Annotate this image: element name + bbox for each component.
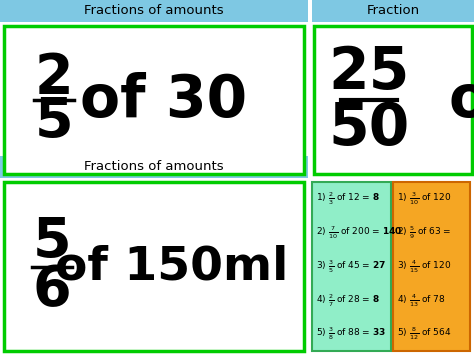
Text: 5: 5 — [33, 215, 71, 269]
Text: of 30: of 30 — [81, 71, 247, 129]
Text: 5) $\frac{8}{12}$ of 564: 5) $\frac{8}{12}$ of 564 — [397, 326, 451, 343]
Text: 3) $\frac{4}{15}$ of 120: 3) $\frac{4}{15}$ of 120 — [397, 258, 451, 275]
Text: 1) $\frac{2}{3}$ of 12 = $\mathbf{8}$: 1) $\frac{2}{3}$ of 12 = $\mathbf{8}$ — [316, 191, 380, 207]
Text: 50: 50 — [328, 99, 410, 157]
Text: 6: 6 — [33, 263, 72, 317]
FancyBboxPatch shape — [312, 182, 391, 351]
Text: 4) $\frac{2}{7}$ of 28 = $\mathbf{8}$: 4) $\frac{2}{7}$ of 28 = $\mathbf{8}$ — [316, 292, 380, 308]
FancyBboxPatch shape — [393, 182, 470, 351]
Text: Fractions of amounts: Fractions of amounts — [84, 160, 224, 174]
Text: 4) $\frac{4}{13}$ of 78: 4) $\frac{4}{13}$ of 78 — [397, 292, 446, 308]
Text: 2) $\frac{5}{9}$ of 63 =: 2) $\frac{5}{9}$ of 63 = — [397, 224, 452, 241]
FancyBboxPatch shape — [0, 156, 308, 178]
FancyBboxPatch shape — [314, 26, 472, 174]
Text: 2) $\frac{7}{10}$ of 200 = $\mathbf{140}$: 2) $\frac{7}{10}$ of 200 = $\mathbf{140}… — [316, 224, 402, 241]
Text: 25: 25 — [328, 44, 410, 100]
Text: 2: 2 — [35, 51, 73, 105]
Text: 5: 5 — [35, 95, 73, 149]
Text: 1) $\frac{3}{10}$ of 120: 1) $\frac{3}{10}$ of 120 — [397, 191, 451, 207]
Text: 5) $\frac{3}{8}$ of 88 = $\mathbf{33}$: 5) $\frac{3}{8}$ of 88 = $\mathbf{33}$ — [316, 326, 386, 343]
Text: of 150ml: of 150ml — [55, 244, 289, 289]
FancyBboxPatch shape — [4, 26, 304, 174]
FancyBboxPatch shape — [312, 0, 474, 22]
FancyBboxPatch shape — [4, 182, 304, 351]
FancyBboxPatch shape — [0, 0, 308, 22]
Text: 3) $\frac{3}{5}$ of 45 = $\mathbf{27}$: 3) $\frac{3}{5}$ of 45 = $\mathbf{27}$ — [316, 258, 386, 275]
Text: Fraction: Fraction — [366, 5, 419, 17]
Text: Fractions of amounts: Fractions of amounts — [84, 5, 224, 17]
Text: o: o — [449, 71, 474, 129]
